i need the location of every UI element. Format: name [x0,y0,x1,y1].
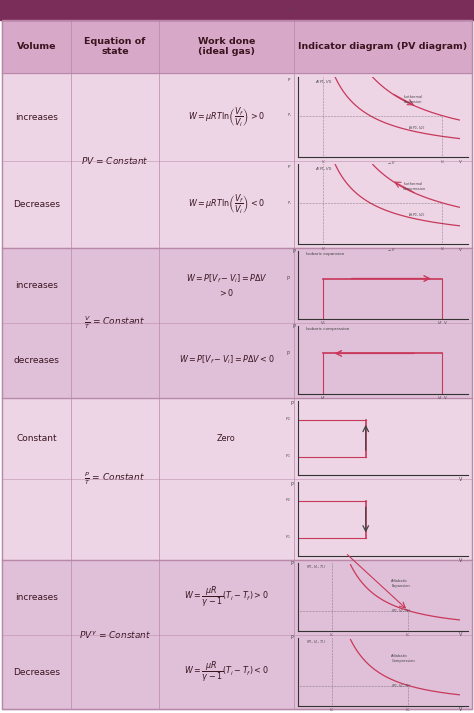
Text: V: V [459,632,463,637]
Text: P: P [291,635,294,640]
Text: $\frac{P}{T}$ = Constant: $\frac{P}{T}$ = Constant [84,471,146,487]
Text: Adiabatic
Expansion: Adiabatic Expansion [391,580,410,588]
Text: P: P [292,249,295,254]
Text: $V_2$: $V_2$ [405,632,411,639]
Text: Zero: Zero [217,434,236,443]
Bar [2,248,472,398]
Text: decreases: decreases [14,356,60,364]
Text: $\rightarrow V$: $\rightarrow V$ [387,160,396,165]
Text: $P_i$: $P_i$ [288,6,292,13]
Text: $W=P\left[V_f-V_i\right]=P\Delta V$
$>0$: $W=P\left[V_f-V_i\right]=P\Delta V$ $>0$ [185,272,267,298]
Text: Decreases: Decreases [13,200,60,209]
Text: Equation of
state: Equation of state [84,37,146,56]
Text: $V_1$: $V_1$ [329,707,335,713]
Text: $B(P_2,V_2)$: $B(P_2,V_2)$ [408,211,426,219]
Text: V: V [459,160,462,165]
Text: $V_1$: $V_1$ [329,632,335,639]
Text: increases: increases [15,593,58,602]
Text: $V_f$: $V_f$ [320,394,326,402]
Text: $V_f$  V: $V_f$ V [437,319,448,327]
Text: $A(P_1,V_1)$: $A(P_1,V_1)$ [315,165,333,173]
Text: $(P_1,V_1,T_1)$: $(P_1,V_1,T_1)$ [306,564,327,571]
Text: $(P_2,V_2,T_2)$: $(P_2,V_2,T_2)$ [391,682,411,689]
Text: $P_2$: $P_2$ [285,497,291,505]
Text: Work done
(ideal gas): Work done (ideal gas) [198,37,255,56]
Bar [2,398,472,560]
Text: $W=P\left[V_f-V_i\right]=P\Delta V<0$: $W=P\left[V_f-V_i\right]=P\Delta V<0$ [179,354,274,366]
Bar [2,20,472,73]
Text: Constant: Constant [17,434,57,443]
Text: Decreases: Decreases [13,667,60,677]
Text: increases: increases [15,113,58,121]
Text: P: P [291,560,294,565]
Bar [0,0,474,20]
Text: $P_f$: $P_f$ [287,199,292,207]
Text: $W=\dfrac{\mu R}{\gamma-1}\left(T_i-T_f\right)<0$: $W=\dfrac{\mu R}{\gamma-1}\left(T_i-T_f\… [184,660,269,684]
Text: increases: increases [15,281,58,289]
Text: $P_2$: $P_2$ [285,416,291,424]
Text: $PV^{\gamma}$ = Constant: $PV^{\gamma}$ = Constant [79,629,151,640]
Text: Isobaric expansion: Isobaric expansion [306,252,345,256]
Text: $W=\dfrac{\mu R}{\gamma-1}\left(T_i-T_f\right)>0$: $W=\dfrac{\mu R}{\gamma-1}\left(T_i-T_f\… [184,585,269,610]
Text: V: V [459,558,463,563]
Text: P: P [291,482,294,487]
Text: Volume: Volume [17,42,56,51]
Text: Isothermal
Expansion: Isothermal Expansion [403,95,422,103]
Text: $A(P_1,V_1)$: $A(P_1,V_1)$ [315,78,333,86]
Text: Isothermal
Compression: Isothermal Compression [403,183,427,191]
Text: P: P [291,401,294,406]
Text: $(P_1,V_1,T_1)$: $(P_1,V_1,T_1)$ [306,639,327,646]
Text: P: P [288,165,291,169]
Text: $P_f$: $P_f$ [287,112,292,120]
Text: $V_1$: $V_1$ [320,319,327,327]
Text: $V_i$: $V_i$ [321,246,326,253]
Text: $V_i$: $V_i$ [321,158,326,166]
Text: $V_f$: $V_f$ [439,246,445,253]
Text: $W=\mu RT\ln\!\left(\dfrac{V_f}{V_i}\right)<0$: $W=\mu RT\ln\!\left(\dfrac{V_f}{V_i}\rig… [188,193,265,216]
Text: $\frac{V}{T}$ = Constant: $\frac{V}{T}$ = Constant [84,314,146,331]
Text: $(P_2,V_2,T_2)$: $(P_2,V_2,T_2)$ [391,607,411,615]
Text: $W=\mu RT\ln\!\left(\dfrac{V_f}{V_i}\right)>0$: $W=\mu RT\ln\!\left(\dfrac{V_f}{V_i}\rig… [188,106,265,129]
Text: P: P [288,78,291,82]
Text: $P_1$: $P_1$ [285,534,291,541]
Text: Isobaric compression: Isobaric compression [306,327,349,331]
Text: $P_1$: $P_1$ [285,453,291,461]
Text: $V_f$: $V_f$ [439,158,445,166]
Text: $PV$ = Constant: $PV$ = Constant [81,155,149,166]
Text: V: V [459,707,463,712]
Text: P: P [286,351,289,356]
Text: P: P [292,324,295,329]
Text: Adiabatic
Compression: Adiabatic Compression [391,655,415,663]
Text: Indicator diagram (PV diagram): Indicator diagram (PV diagram) [298,42,467,51]
Bar [2,560,472,709]
Text: V: V [459,247,462,252]
Text: $V_i$  V: $V_i$ V [437,394,448,402]
Text: V: V [459,477,463,482]
Bar [2,73,472,248]
Text: $\rightarrow V$: $\rightarrow V$ [387,247,396,253]
Text: $V_2$: $V_2$ [405,707,411,713]
Text: P: P [286,276,289,281]
Text: $B(P_2,V_2)$: $B(P_2,V_2)$ [408,124,426,132]
